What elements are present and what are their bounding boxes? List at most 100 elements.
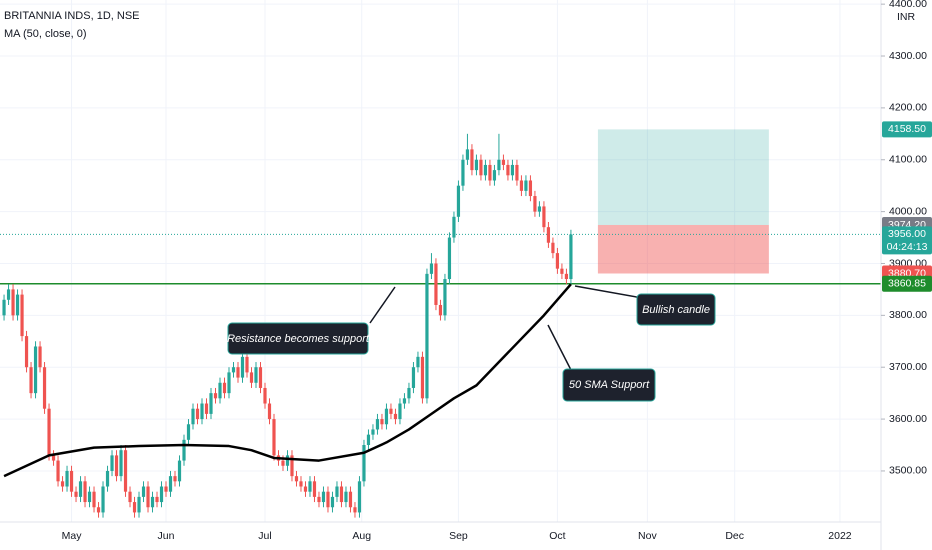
candle-body bbox=[407, 387, 411, 399]
indicator-legend: MA (50, close, 0) bbox=[4, 28, 87, 40]
support-tag-label: 3860.85 bbox=[888, 278, 926, 290]
candle-body bbox=[177, 460, 182, 482]
callout-pointer bbox=[369, 286, 396, 324]
x-tick-label: Aug bbox=[352, 530, 371, 542]
callout-box bbox=[562, 368, 656, 402]
candle-body bbox=[155, 496, 159, 503]
profit-zone bbox=[597, 129, 769, 225]
y-tick-label: 4100.00 bbox=[889, 154, 927, 166]
candle-body bbox=[263, 387, 267, 404]
y-tick-label: 3800.00 bbox=[889, 309, 927, 321]
candle-body bbox=[114, 455, 119, 477]
candle-body bbox=[20, 294, 24, 337]
candle-body bbox=[146, 486, 150, 508]
candle-body bbox=[87, 491, 92, 503]
last-price-tag-label: 3956.00 bbox=[888, 228, 926, 240]
x-tick-label: Jul bbox=[258, 530, 271, 542]
callout-text: Bullish candle bbox=[642, 304, 710, 316]
callout-text: Resistance becomes support bbox=[227, 333, 370, 345]
candle-body bbox=[281, 460, 285, 466]
candle-body bbox=[38, 346, 42, 368]
candle-body bbox=[389, 408, 393, 414]
candle-body bbox=[497, 159, 501, 171]
candle-body bbox=[24, 336, 29, 368]
candle-body bbox=[69, 470, 74, 492]
target-tag-label: 4158.50 bbox=[888, 123, 926, 135]
loss-zone bbox=[597, 224, 769, 274]
candle-body bbox=[533, 196, 537, 212]
y-tick-label: 3500.00 bbox=[889, 465, 927, 477]
candle-body bbox=[393, 413, 398, 420]
candle-body bbox=[506, 164, 510, 176]
callout: 50 SMA Support bbox=[547, 324, 656, 402]
callout: Resistance becomes support bbox=[227, 286, 396, 355]
callout: Bullish candle bbox=[574, 285, 716, 326]
candle-body bbox=[60, 481, 65, 487]
candle-body bbox=[105, 470, 110, 487]
candle-body bbox=[510, 164, 515, 176]
y-tick-label: 4000.00 bbox=[889, 205, 927, 217]
candle-body bbox=[222, 382, 227, 394]
candle-body bbox=[434, 263, 438, 305]
candle-body bbox=[326, 491, 330, 508]
candle-body bbox=[312, 481, 317, 497]
candle-body bbox=[429, 263, 434, 274]
x-tick-label: Dec bbox=[725, 530, 744, 542]
candle-body bbox=[128, 491, 132, 503]
candle-body bbox=[420, 356, 425, 399]
candle-body bbox=[200, 403, 204, 420]
x-tick-label: Jun bbox=[158, 530, 175, 542]
candle-body bbox=[524, 180, 528, 191]
callout-pointer bbox=[547, 324, 573, 373]
y-tick-label: 3700.00 bbox=[889, 361, 927, 373]
candle-body bbox=[123, 450, 128, 492]
candle-body bbox=[452, 216, 456, 238]
candle-body bbox=[173, 476, 177, 482]
candle-body bbox=[344, 491, 348, 503]
candle-body bbox=[380, 419, 384, 425]
candle-body bbox=[213, 393, 218, 399]
candle-body bbox=[47, 408, 51, 456]
candle-body bbox=[438, 304, 443, 316]
candle-body bbox=[299, 481, 303, 487]
candle-body bbox=[551, 242, 555, 254]
candle-body bbox=[209, 393, 213, 414]
candle-body bbox=[132, 502, 137, 513]
candle-body bbox=[528, 180, 533, 197]
candle-body bbox=[425, 273, 429, 399]
candle-body bbox=[339, 486, 344, 503]
candle-body bbox=[330, 496, 335, 508]
candle-body bbox=[159, 486, 164, 503]
candle-body bbox=[483, 164, 488, 176]
support-tag bbox=[882, 275, 932, 292]
candle-body bbox=[384, 408, 389, 425]
countdown: 04:24:13 bbox=[887, 241, 928, 253]
candle-body bbox=[335, 486, 339, 497]
candle-body bbox=[519, 180, 524, 191]
candle-body bbox=[78, 481, 83, 497]
callout-box bbox=[636, 293, 716, 326]
candle-body bbox=[51, 455, 56, 461]
candle-body bbox=[317, 496, 321, 503]
candle-body bbox=[267, 403, 272, 420]
candle-body bbox=[560, 268, 564, 274]
candle-body bbox=[56, 460, 60, 482]
y-tick-label: 4200.00 bbox=[889, 102, 927, 114]
candle-body bbox=[168, 476, 173, 492]
candle-body bbox=[6, 289, 11, 300]
candle-body bbox=[290, 455, 294, 477]
callout-text: 50 SMA Support bbox=[569, 379, 650, 391]
candle-body bbox=[537, 206, 542, 212]
candle-body bbox=[119, 450, 123, 477]
candle-body bbox=[92, 491, 96, 508]
candle-body bbox=[501, 159, 506, 165]
candle-body bbox=[443, 279, 447, 316]
candle-body bbox=[33, 346, 38, 394]
ma-line bbox=[3, 283, 572, 478]
candle-body bbox=[164, 486, 168, 492]
candle-body bbox=[456, 185, 461, 217]
candle-body bbox=[249, 372, 254, 383]
candle-body bbox=[294, 476, 299, 482]
candle-body bbox=[348, 491, 353, 508]
candle-body bbox=[218, 382, 222, 399]
